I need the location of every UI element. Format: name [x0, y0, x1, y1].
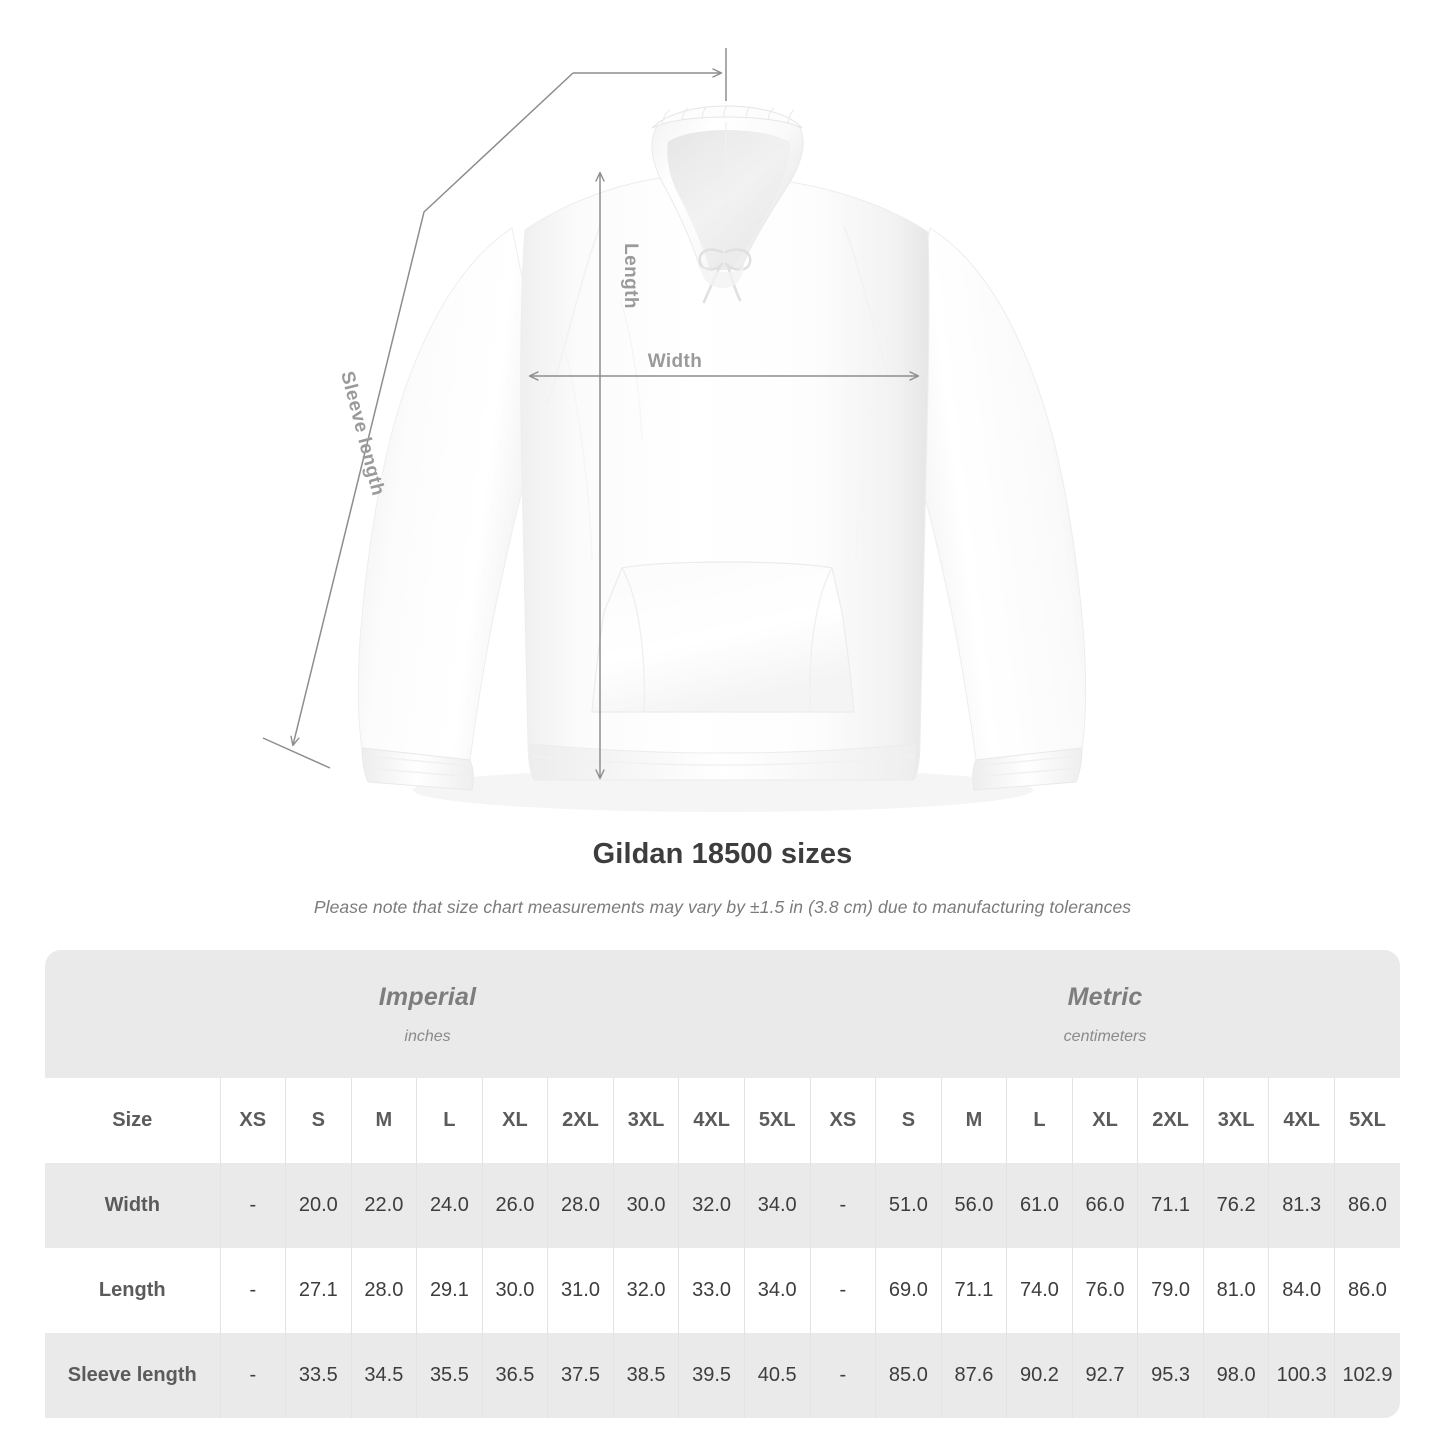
cell-length-imperial-7: 33.0	[678, 1248, 745, 1333]
hoodie-diagram: Length Width Sleeve length	[262, 48, 1087, 791]
size-header-imperial-0: XS	[219, 1078, 286, 1163]
size-header-metric-0: XS	[809, 1078, 876, 1163]
table-row: Length - 27.1 28.0 29.1 30.0 31.0 32.0 3…	[45, 1248, 1400, 1333]
cell-length-imperial-3: 29.1	[416, 1248, 483, 1333]
imperial-unit-name: Imperial	[378, 982, 477, 1011]
cell-length-metric-8: 86.0	[1333, 1248, 1400, 1333]
cell-sleeve-metric-0: -	[809, 1333, 876, 1418]
cell-length-metric-7: 84.0	[1268, 1248, 1335, 1333]
table-row: Width - 20.0 22.0 24.0 26.0 28.0 30.0 32…	[45, 1163, 1400, 1248]
imperial-unit-cell: Imperial inches	[45, 950, 811, 1078]
cell-width-metric-4: 66.0	[1071, 1163, 1138, 1248]
size-header-imperial-7: 4XL	[678, 1078, 745, 1163]
size-header-imperial-6: 3XL	[612, 1078, 679, 1163]
cell-width-metric-0: -	[809, 1163, 876, 1248]
cell-width-metric-6: 76.2	[1202, 1163, 1269, 1248]
size-header-metric-7: 4XL	[1268, 1078, 1335, 1163]
cell-length-imperial-8: 34.0	[743, 1248, 811, 1333]
tolerance-note: Please note that size chart measurements…	[313, 897, 1132, 917]
cell-sleeve-imperial-2: 34.5	[350, 1333, 417, 1418]
row-label-length: Length	[45, 1248, 220, 1333]
cell-width-metric-8: 86.0	[1333, 1163, 1400, 1248]
table-row: Sleeve length - 33.5 34.5 35.5 36.5 37.5…	[45, 1333, 1400, 1418]
cell-length-imperial-0: -	[219, 1248, 286, 1333]
size-chart-table: Imperial inches Metric centimeters Size …	[45, 950, 1400, 1418]
cell-length-metric-4: 76.0	[1071, 1248, 1138, 1333]
cell-sleeve-metric-2: 87.6	[940, 1333, 1007, 1418]
cell-width-imperial-0: -	[219, 1163, 286, 1248]
cell-width-imperial-1: 20.0	[285, 1163, 352, 1248]
size-header-metric-4: XL	[1071, 1078, 1138, 1163]
cell-width-metric-1: 51.0	[875, 1163, 942, 1248]
cell-width-imperial-7: 32.0	[678, 1163, 745, 1248]
cell-length-metric-5: 79.0	[1137, 1248, 1204, 1333]
row-label-width: Width	[45, 1163, 220, 1248]
cell-width-metric-7: 81.3	[1268, 1163, 1335, 1248]
cell-length-metric-2: 71.1	[940, 1248, 1007, 1333]
cell-length-imperial-2: 28.0	[350, 1248, 417, 1333]
cell-sleeve-imperial-5: 37.5	[547, 1333, 614, 1418]
unit-banner-row: Imperial inches Metric centimeters	[45, 950, 1400, 1078]
chart-header: Gildan 18500 sizes Please note that size…	[0, 838, 1445, 918]
size-header-metric-8: 5XL	[1333, 1078, 1400, 1163]
size-header-metric-6: 3XL	[1202, 1078, 1269, 1163]
cell-sleeve-imperial-3: 35.5	[416, 1333, 483, 1418]
cell-width-metric-3: 61.0	[1006, 1163, 1073, 1248]
cell-sleeve-imperial-0: -	[219, 1333, 286, 1418]
cell-width-imperial-2: 22.0	[350, 1163, 417, 1248]
cell-sleeve-imperial-4: 36.5	[481, 1333, 548, 1418]
cell-length-imperial-1: 27.1	[285, 1248, 352, 1333]
cell-sleeve-imperial-8: 40.5	[743, 1333, 811, 1418]
size-header-imperial-5: 2XL	[547, 1078, 614, 1163]
cell-sleeve-metric-1: 85.0	[875, 1333, 942, 1418]
size-header-imperial-4: XL	[481, 1078, 548, 1163]
cell-sleeve-imperial-7: 39.5	[678, 1333, 745, 1418]
cell-width-imperial-3: 24.0	[416, 1163, 483, 1248]
imperial-unit-sub: inches	[404, 1027, 451, 1045]
cell-width-metric-2: 56.0	[940, 1163, 1007, 1248]
size-header-imperial-1: S	[285, 1078, 352, 1163]
cell-sleeve-metric-7: 100.3	[1268, 1333, 1335, 1418]
size-header-imperial-3: L	[416, 1078, 483, 1163]
row-label-sleeve-length: Sleeve length	[45, 1333, 220, 1418]
cell-length-metric-6: 81.0	[1202, 1248, 1269, 1333]
cell-sleeve-metric-4: 92.7	[1071, 1333, 1138, 1418]
metric-unit-sub: centimeters	[1063, 1027, 1147, 1045]
cell-sleeve-metric-3: 90.2	[1006, 1333, 1073, 1418]
cell-sleeve-imperial-6: 38.5	[612, 1333, 679, 1418]
metric-unit-cell: Metric centimeters	[810, 950, 1400, 1078]
cell-length-imperial-5: 31.0	[547, 1248, 614, 1333]
cell-width-imperial-4: 26.0	[481, 1163, 548, 1248]
cell-length-metric-1: 69.0	[875, 1248, 942, 1333]
cell-length-metric-3: 74.0	[1006, 1248, 1073, 1333]
size-header-imperial-2: M	[350, 1078, 417, 1163]
cell-length-metric-0: -	[809, 1248, 876, 1333]
hoodie-illustration	[357, 105, 1087, 791]
cell-width-imperial-6: 30.0	[612, 1163, 679, 1248]
page-title: Gildan 18500 sizes	[592, 838, 853, 870]
size-header-metric-2: M	[940, 1078, 1007, 1163]
size-header-imperial-8: 5XL	[743, 1078, 811, 1163]
metric-unit-name: Metric	[1067, 982, 1143, 1011]
size-header-row: Size XS S M L XL 2XL 3XL 4XL 5XL XS S M …	[45, 1078, 1400, 1163]
cell-length-imperial-6: 32.0	[612, 1248, 679, 1333]
cell-length-imperial-4: 30.0	[481, 1248, 548, 1333]
cell-width-metric-5: 71.1	[1137, 1163, 1204, 1248]
cell-sleeve-metric-5: 95.3	[1137, 1333, 1204, 1418]
cell-width-imperial-8: 34.0	[743, 1163, 811, 1248]
cell-width-imperial-5: 28.0	[547, 1163, 614, 1248]
size-corner-label: Size	[45, 1078, 220, 1163]
cell-sleeve-metric-6: 98.0	[1202, 1333, 1269, 1418]
size-header-metric-3: L	[1006, 1078, 1073, 1163]
cell-sleeve-metric-8: 102.9	[1333, 1333, 1400, 1418]
size-header-metric-1: S	[875, 1078, 942, 1163]
size-header-metric-5: 2XL	[1137, 1078, 1204, 1163]
size-chart-table-wrapper: Imperial inches Metric centimeters Size …	[45, 950, 1400, 1418]
cell-sleeve-imperial-1: 33.5	[285, 1333, 352, 1418]
